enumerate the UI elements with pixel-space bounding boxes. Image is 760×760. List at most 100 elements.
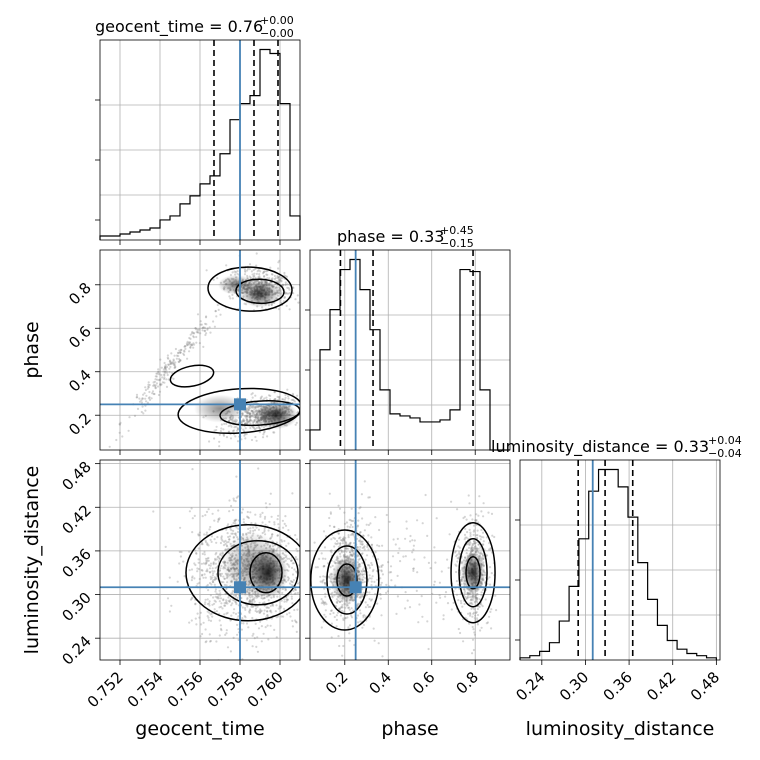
sample-point	[464, 536, 467, 539]
sample-point	[219, 605, 223, 608]
sample-point	[281, 552, 284, 555]
sample-point	[480, 528, 483, 532]
sample-point	[288, 292, 291, 295]
sample-point	[435, 601, 438, 604]
sample-point	[147, 383, 150, 386]
sample-point	[275, 636, 278, 639]
sample-point	[376, 578, 379, 581]
sample-point	[192, 335, 195, 338]
sample-point	[472, 530, 475, 533]
sample-point	[269, 610, 272, 613]
sample-point	[249, 418, 252, 421]
sample-point	[362, 534, 365, 537]
sample-point	[252, 604, 255, 608]
sample-point	[194, 327, 197, 330]
sample-point	[276, 518, 279, 521]
sample-point	[215, 551, 218, 555]
sample-point	[313, 532, 315, 534]
sample-point	[333, 537, 337, 540]
sample-point	[244, 616, 247, 619]
sample-point	[223, 422, 226, 425]
sample-point	[361, 561, 364, 565]
sample-point	[208, 326, 211, 329]
sample-point	[371, 570, 374, 573]
sample-point	[312, 612, 314, 614]
sample-point	[331, 591, 334, 595]
sample-point	[474, 594, 477, 597]
sample-point	[475, 534, 478, 537]
sample-point	[472, 595, 475, 598]
sample-point	[196, 330, 199, 334]
sample-point	[296, 394, 299, 397]
sample-point	[215, 577, 218, 581]
sample-point	[207, 556, 210, 560]
sample-point	[193, 562, 196, 565]
sample-point	[195, 623, 198, 626]
sample-point	[220, 629, 223, 632]
sample-point	[268, 520, 271, 524]
sample-point	[405, 520, 408, 523]
sample-point	[225, 264, 228, 267]
sample-point	[162, 368, 165, 371]
sample-point	[202, 576, 205, 579]
sample-point	[489, 547, 492, 550]
sample-point	[236, 596, 239, 599]
sample-point	[159, 383, 162, 386]
sample-point	[148, 390, 151, 394]
sample-point	[179, 348, 182, 351]
sample-point	[183, 353, 186, 357]
sample-point	[251, 409, 254, 413]
density-blob	[194, 394, 246, 423]
sample-point	[366, 603, 369, 607]
sample-point	[258, 275, 261, 278]
sample-point	[257, 426, 260, 429]
sample-point	[263, 275, 266, 278]
sample-point	[454, 550, 457, 553]
sample-point	[342, 536, 345, 539]
sample-point	[465, 536, 468, 539]
sample-point	[279, 289, 282, 293]
sample-point	[204, 316, 208, 319]
sample-point	[475, 617, 479, 620]
sample-point	[156, 378, 159, 381]
sample-point	[164, 366, 167, 369]
sample-point	[333, 560, 336, 563]
sample-point	[184, 347, 187, 350]
sample-point	[290, 597, 293, 600]
sample-point	[219, 594, 222, 597]
sample-point	[253, 419, 256, 422]
sample-point	[243, 615, 246, 618]
sample-point	[286, 557, 289, 560]
sample-point	[262, 612, 266, 615]
sample-point	[179, 555, 182, 558]
sample-point	[188, 341, 192, 344]
sample-point	[426, 620, 429, 623]
sample-point	[321, 573, 323, 575]
title-sup: +0.00	[260, 14, 294, 27]
x-tick-label: 0.36	[600, 668, 636, 704]
sample-point	[246, 418, 249, 421]
sample-point	[192, 336, 195, 339]
sample-point	[294, 620, 298, 623]
sample-point	[267, 529, 270, 532]
sample-point	[331, 564, 334, 568]
sample-point	[279, 279, 282, 282]
sample-point	[230, 614, 233, 617]
sample-point	[320, 552, 323, 555]
sample-point	[140, 401, 143, 404]
sample-point	[247, 601, 251, 604]
sample-point	[204, 563, 207, 566]
panel-phase-vs-geocent_time	[100, 250, 300, 450]
sample-point	[348, 608, 351, 611]
sample-point	[234, 435, 237, 438]
sample-point	[234, 601, 237, 604]
sample-point	[242, 521, 245, 524]
sample-point	[152, 510, 155, 513]
contours	[310, 521, 496, 631]
sample-point	[288, 565, 291, 568]
sample-point	[215, 592, 218, 595]
sample-point	[476, 547, 479, 550]
sample-point	[454, 551, 457, 554]
sample-point	[218, 440, 221, 443]
sample-point	[237, 428, 240, 431]
